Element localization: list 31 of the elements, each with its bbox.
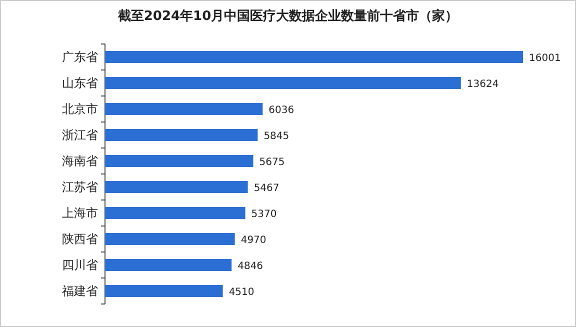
y-tick-label: 上海市 xyxy=(62,206,98,220)
y-tick-label: 浙江省 xyxy=(62,128,98,142)
bar xyxy=(105,51,523,63)
data-label: 4846 xyxy=(238,261,264,272)
bar xyxy=(105,155,254,167)
data-label: 4510 xyxy=(228,287,254,298)
y-tick-label: 四川省 xyxy=(62,258,98,272)
y-tick-label: 江苏省 xyxy=(62,180,98,194)
y-tick-label: 广东省 xyxy=(62,50,98,64)
chart-title: 截至2024年10月中国医疗大数据企业数量前十省市（家） xyxy=(116,8,458,24)
data-label: 5845 xyxy=(264,131,290,142)
data-label: 5675 xyxy=(259,157,285,168)
y-tick-label: 陕西省 xyxy=(62,232,98,246)
bar xyxy=(105,259,232,271)
bar xyxy=(105,181,248,193)
data-label: 4970 xyxy=(240,235,266,246)
data-label: 5370 xyxy=(251,209,277,220)
bar xyxy=(105,207,246,219)
bar xyxy=(105,103,263,115)
bar xyxy=(105,77,461,89)
bar xyxy=(105,233,235,245)
data-label: 5467 xyxy=(254,183,280,194)
data-label: 16001 xyxy=(529,53,561,64)
y-tick-label: 北京市 xyxy=(62,102,98,116)
bar xyxy=(105,129,258,141)
data-label: 13624 xyxy=(466,79,499,90)
data-label: 6036 xyxy=(268,105,294,116)
bar xyxy=(105,285,223,297)
y-tick-label: 海南省 xyxy=(62,154,98,168)
y-tick-label: 福建省 xyxy=(62,284,98,298)
y-tick-label: 山东省 xyxy=(62,76,98,90)
